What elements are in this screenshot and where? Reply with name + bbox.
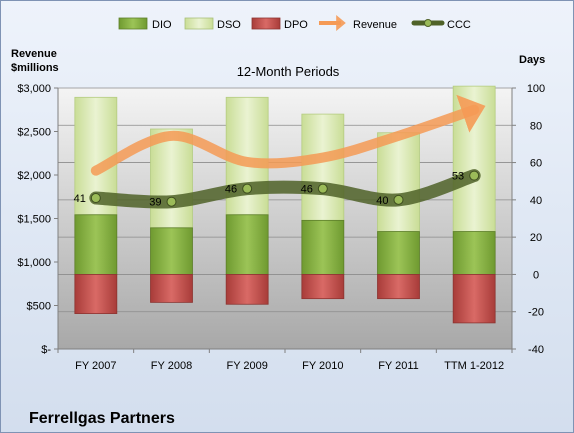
- bar-dpo-3: [301, 274, 345, 300]
- x-tick-label-4: FY 2011: [378, 360, 419, 372]
- legend-item-dio: DIO: [118, 17, 172, 31]
- company-name: Ferrellgas Partners: [29, 410, 175, 427]
- left-tick-label-6: $3,000: [17, 83, 51, 95]
- x-tick-label-0: FY 2007: [75, 360, 116, 372]
- bar-dso-3: [301, 113, 345, 221]
- bar-dio-1: [150, 227, 193, 275]
- right-tick-label-4: 40: [530, 195, 542, 207]
- right-axis-title: Days: [519, 54, 545, 66]
- left-axis-title-line2: $millions: [11, 62, 59, 74]
- ccc-point-3: [317, 183, 328, 194]
- ccc-point-4: [393, 194, 404, 205]
- right-tick-label-3: 20: [530, 232, 542, 244]
- left-tick-label-0: $-: [41, 344, 51, 356]
- x-axis-ticks: FY 2007 FY 2008 FY 2009 FY 2010 FY 2011 TTM 1…: [57, 349, 513, 372]
- x-tick-label-5: TTM 1-2012: [444, 360, 504, 372]
- legend-item-ccc: CCC: [411, 19, 471, 31]
- legend-label-ccc: CCC: [447, 19, 471, 31]
- left-axis-title-line1: Revenue: [11, 48, 57, 60]
- right-tick-label-7: 100: [527, 83, 545, 95]
- left-axis-ticks: $- $500 $1,000 $1,500 $2,000 $2,500 $3,000: [17, 83, 58, 356]
- bar-dpo-4: [377, 274, 420, 300]
- right-axis-ticks: -40 -20 0 20 40 60 80 100: [512, 83, 545, 356]
- ccc-data-label-5: 53: [452, 171, 464, 183]
- legend-item-revenue: Revenue: [319, 15, 397, 31]
- right-tick-label-6: 80: [530, 120, 542, 132]
- bar-dpo-2: [225, 274, 269, 305]
- left-tick-label-1: $500: [27, 301, 51, 313]
- bar-dso-1: [150, 128, 193, 229]
- ccc-data-label-1: 39: [149, 197, 161, 209]
- x-tick-label-1: FY 2008: [151, 360, 192, 372]
- left-tick-label-2: $1,000: [17, 257, 51, 269]
- bar-dio-2: [225, 214, 269, 275]
- left-tick-label-5: $2,500: [17, 127, 51, 139]
- chart-title: 12-Month Periods: [237, 64, 340, 79]
- legend-label-dio: DIO: [152, 19, 172, 31]
- ccc-point-2: [242, 183, 253, 194]
- legend-swatch-dpo: [251, 17, 281, 30]
- legend-label-dso: DSO: [217, 19, 241, 31]
- ccc-data-label-4: 40: [376, 195, 388, 207]
- legend-marker-ccc: [424, 19, 432, 27]
- legend-swatch-dso: [184, 17, 214, 30]
- bar-dpo-0: [74, 274, 118, 314]
- ccc-point-1: [166, 196, 177, 207]
- legend: DIO DSO DPO Revenue CCC: [118, 15, 471, 31]
- bar-dso-4: [377, 132, 420, 232]
- ccc-point-0: [90, 192, 101, 203]
- ccc-series: 41 39 46 46 40 53: [74, 169, 481, 209]
- legend-swatch-dio: [118, 17, 148, 30]
- left-tick-label-3: $1,500: [17, 214, 51, 226]
- right-tick-label-5: 60: [530, 158, 542, 170]
- left-tick-label-4: $2,000: [17, 170, 51, 182]
- bar-dio-0: [74, 214, 118, 275]
- right-tick-label-1: -20: [528, 307, 544, 319]
- plot-area: [58, 88, 512, 349]
- legend-item-dso: DSO: [184, 17, 241, 31]
- ccc-point-5: [469, 170, 480, 181]
- x-tick-label-3: FY 2010: [302, 360, 343, 372]
- bar-dpo-5: [452, 274, 496, 324]
- revenue-line: [90, 94, 486, 176]
- right-tick-label-0: -40: [528, 344, 544, 356]
- legend-item-dpo: DPO: [251, 17, 308, 31]
- bar-dio-4: [377, 231, 420, 275]
- ccc-data-label-3: 46: [301, 184, 313, 196]
- bar-dpo-1: [150, 274, 193, 303]
- ccc-data-label-2: 46: [225, 184, 237, 196]
- right-tick-label-2: 0: [533, 269, 539, 281]
- revenue-series: [90, 94, 486, 176]
- legend-label-dpo: DPO: [284, 19, 308, 31]
- ccc-data-label-0: 41: [74, 193, 86, 205]
- ccc-line: [89, 169, 481, 209]
- legend-label-revenue: Revenue: [353, 19, 397, 31]
- bar-dio-5: [452, 231, 496, 275]
- bar-dio-3: [301, 219, 345, 275]
- x-tick-label-2: FY 2009: [226, 360, 267, 372]
